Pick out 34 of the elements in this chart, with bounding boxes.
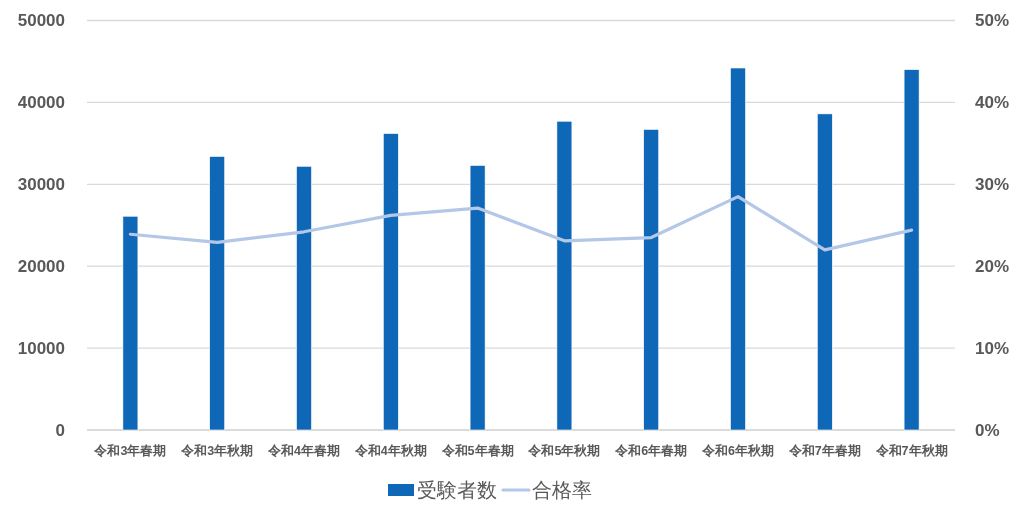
bar <box>730 67 746 431</box>
y-tick-label: 10000 <box>17 338 65 358</box>
y2-tick-label: 40% <box>975 92 1010 112</box>
x-tick-label: 令和5年秋期 <box>527 443 601 458</box>
x-tick-label: 令和3年秋期 <box>180 443 254 458</box>
y-tick-label: 30000 <box>17 174 65 194</box>
bar <box>556 120 573 431</box>
y-tick-label: 50000 <box>17 11 65 30</box>
x-tick-label: 令和5年春期 <box>440 443 514 458</box>
x-tick-label: 令和4年春期 <box>267 443 340 458</box>
x-tick-label: 令和6年春期 <box>614 443 688 458</box>
bar <box>903 69 920 431</box>
x-tick-label: 令和7年秋期 <box>874 443 948 458</box>
bar <box>643 129 659 431</box>
y-tick-label: 0 <box>55 420 65 440</box>
x-tick-label: 令和6年秋期 <box>701 443 774 458</box>
bar <box>296 165 312 431</box>
y-tick-label: 20000 <box>17 256 65 276</box>
legend-label: 受験者数 <box>417 479 497 501</box>
legend-label: 合格率 <box>532 479 592 501</box>
bar <box>209 156 225 431</box>
y2-tick-label: 10% <box>975 338 1010 358</box>
bar <box>122 215 139 431</box>
x-tick-label: 令和7年春期 <box>787 443 861 458</box>
bar <box>383 133 399 431</box>
y2-tick-label: 50% <box>975 11 1010 30</box>
y2-tick-label: 20% <box>975 256 1010 276</box>
y2-tick-label: 0% <box>975 420 1000 440</box>
bar <box>817 113 833 431</box>
y-tick-label: 40000 <box>17 92 65 112</box>
x-tick-label: 令和4年秋期 <box>353 443 427 458</box>
y2-tick-label: 30% <box>975 174 1010 194</box>
x-tick-label: 令和3年春期 <box>93 443 167 458</box>
bar <box>469 165 486 431</box>
